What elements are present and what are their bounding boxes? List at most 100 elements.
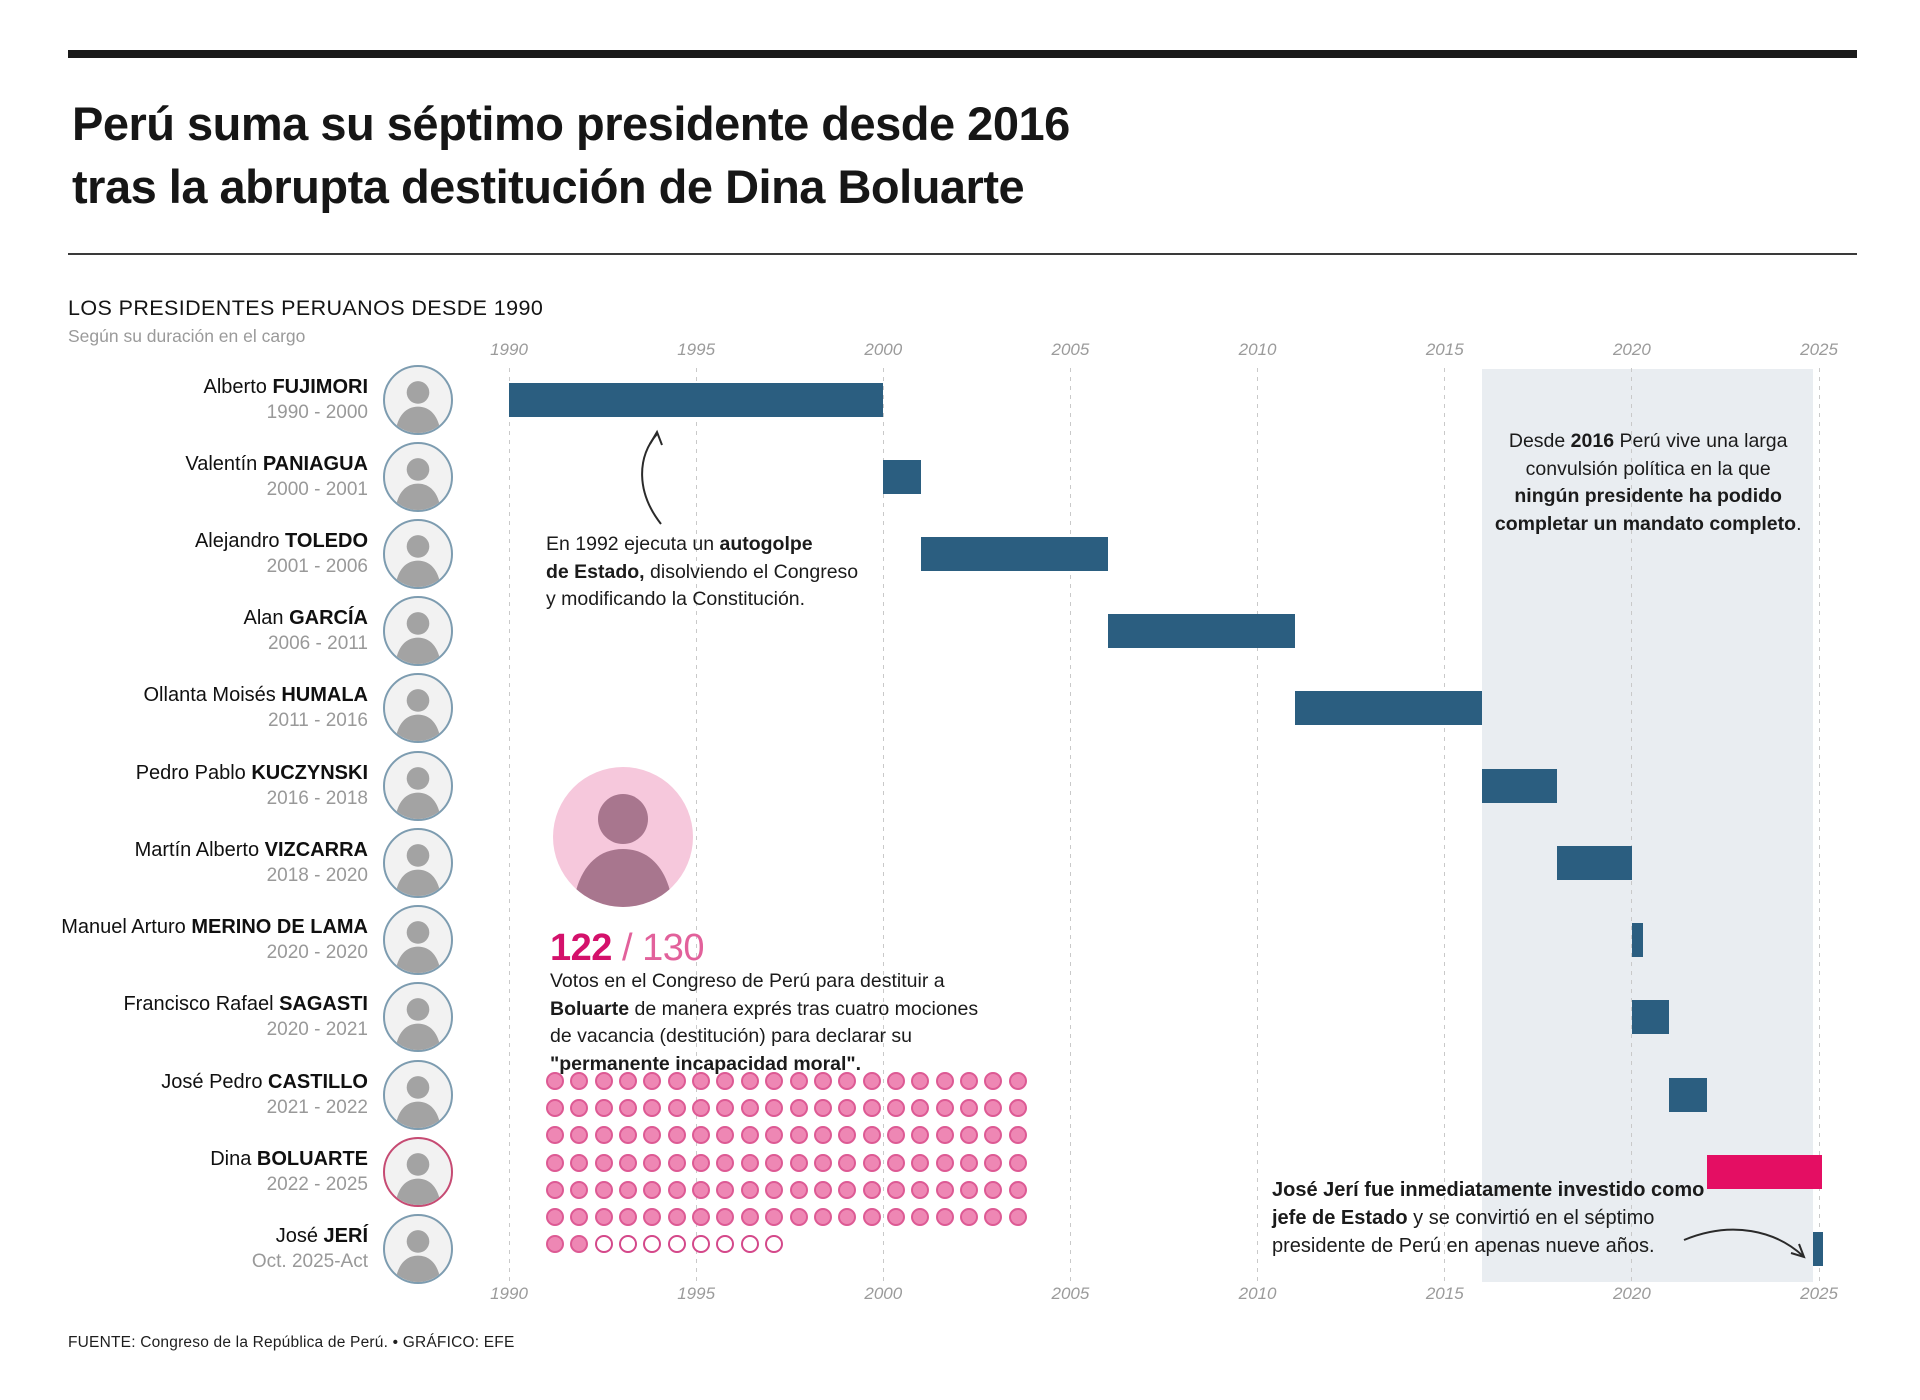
vote-dot-filled bbox=[911, 1126, 930, 1145]
vote-dot-filled bbox=[716, 1072, 735, 1090]
axis-label-top-2020: 2020 bbox=[1612, 340, 1651, 359]
note-1992-autogolpe: En 1992 ejecuta un autogolpe de Estado, d… bbox=[546, 533, 859, 610]
avatar-merino-de-lama bbox=[383, 905, 453, 976]
vote-dot-filled bbox=[667, 1099, 686, 1118]
vote-dot-filled bbox=[1008, 1072, 1027, 1090]
vote-dot-filled bbox=[838, 1126, 857, 1145]
vote-dot-filled bbox=[959, 1153, 978, 1172]
vote-dot-empty bbox=[740, 1235, 759, 1254]
vote-dot-filled bbox=[789, 1180, 808, 1199]
vote-dot-filled bbox=[886, 1099, 905, 1118]
vote-dot-filled bbox=[643, 1153, 662, 1172]
axis-label-bottom-2020: 2020 bbox=[1612, 1284, 1651, 1303]
vote-dot-filled bbox=[838, 1208, 857, 1226]
vote-dot-filled bbox=[935, 1126, 954, 1145]
vote-dot-empty bbox=[692, 1235, 711, 1254]
axis-label-top-2015: 2015 bbox=[1425, 340, 1464, 359]
vote-dot-filled bbox=[862, 1208, 881, 1226]
vote-dot-filled bbox=[765, 1126, 784, 1145]
president-name: Manuel Arturo MERINO DE LAMA bbox=[61, 916, 368, 939]
axis-label-top-2000: 2000 bbox=[864, 340, 903, 359]
term-bar-merino-de-lama bbox=[1631, 923, 1644, 958]
vote-dot-filled bbox=[886, 1126, 905, 1145]
vote-dot-filled bbox=[765, 1099, 784, 1118]
gridline-2010 bbox=[1257, 368, 1259, 1282]
axis-label-bottom-1995: 1995 bbox=[677, 1284, 716, 1303]
vote-dot-filled bbox=[667, 1208, 686, 1226]
president-name: Alberto FUJIMORI bbox=[203, 375, 369, 398]
vote-dot-filled bbox=[911, 1072, 930, 1090]
vote-dot-filled bbox=[716, 1099, 735, 1118]
vote-dot-filled bbox=[1008, 1180, 1027, 1199]
vote-dot-filled bbox=[570, 1180, 589, 1199]
vote-dot-filled bbox=[643, 1208, 662, 1226]
vote-dot-filled bbox=[911, 1208, 930, 1226]
title-separator bbox=[68, 253, 1857, 255]
axis-label-bottom-1990: 1990 bbox=[490, 1284, 528, 1303]
highlight-region-2016-2025 bbox=[1482, 369, 1814, 1282]
vote-dot-filled bbox=[838, 1180, 857, 1199]
vote-dot-filled bbox=[984, 1072, 1003, 1090]
vote-count-yes: 122 bbox=[550, 927, 612, 969]
president-name: José Pedro CASTILLO bbox=[161, 1070, 368, 1093]
source-credit: FUENTE: Congreso de la República de Perú… bbox=[68, 1334, 515, 1351]
vote-dot-filled bbox=[959, 1180, 978, 1199]
vote-dot-filled bbox=[959, 1126, 978, 1145]
vote-dot-filled bbox=[935, 1180, 954, 1199]
vote-dot-filled bbox=[570, 1208, 589, 1226]
vote-description-lines: Votos en el Congreso de Perú para destit… bbox=[550, 970, 979, 1075]
president-name: Dina BOLUARTE bbox=[210, 1147, 368, 1170]
president-name: Francisco Rafael SAGASTI bbox=[123, 993, 368, 1016]
president-term-dates: 2000 - 2001 bbox=[266, 478, 368, 500]
person-silhouette-icon bbox=[395, 766, 441, 819]
axis-label-bottom-2015: 2015 bbox=[1425, 1284, 1464, 1303]
vote-dot-filled bbox=[570, 1099, 589, 1118]
vote-dot-filled bbox=[692, 1153, 711, 1172]
vote-dot-filled bbox=[813, 1208, 832, 1226]
vote-dot-filled bbox=[862, 1153, 881, 1172]
term-bar-humala bbox=[1295, 691, 1483, 726]
note-2016-convulsion: Desde 2016 Perú vive una larga convulsión… bbox=[1494, 430, 1802, 535]
axis-label-bottom-2025: 2025 bbox=[1800, 1284, 1838, 1303]
term-bar-castillo bbox=[1669, 1077, 1707, 1112]
gridline-2025 bbox=[1818, 368, 1820, 1282]
vote-dot-filled bbox=[911, 1099, 930, 1118]
person-silhouette-icon bbox=[395, 844, 441, 896]
avatar-fujimori bbox=[383, 364, 453, 435]
president-term-dates: 2016 - 2018 bbox=[266, 787, 368, 809]
vote-dot-filled bbox=[619, 1126, 638, 1145]
vote-dot-filled bbox=[546, 1208, 564, 1226]
president-name: Alejandro TOLEDO bbox=[194, 529, 368, 552]
gridline-1990 bbox=[508, 368, 510, 1282]
axis-label-top-2010: 2010 bbox=[1238, 340, 1277, 359]
vote-dot-filled bbox=[740, 1126, 759, 1145]
vote-dot-filled bbox=[789, 1099, 808, 1118]
vote-dot-empty bbox=[643, 1235, 662, 1254]
president-row-label: Ollanta Moisés HUMALA 2011 - 2016 bbox=[0, 684, 369, 733]
vote-dot-filled bbox=[643, 1126, 662, 1145]
vote-dot-filled bbox=[911, 1153, 930, 1172]
term-bar-jerí bbox=[1813, 1232, 1823, 1267]
vote-dot-filled bbox=[692, 1072, 711, 1090]
president-row-label: Francisco Rafael SAGASTI 2020 - 2021 bbox=[0, 993, 368, 1042]
vote-dot-filled bbox=[862, 1099, 881, 1118]
vote-count-total: 130 bbox=[642, 927, 704, 969]
vote-dot-filled bbox=[619, 1208, 638, 1226]
axis-label-bottom-2000: 2000 bbox=[864, 1284, 903, 1303]
avatar-kuczynski bbox=[383, 750, 453, 821]
vote-dot-filled bbox=[862, 1180, 881, 1199]
vote-dot-filled bbox=[570, 1072, 589, 1090]
gridline-1995 bbox=[695, 368, 697, 1282]
vote-dot-filled bbox=[886, 1180, 905, 1199]
axis-label-top-1990: 1990 bbox=[490, 340, 528, 359]
person-silhouette-icon bbox=[395, 689, 441, 742]
vote-dot-filled bbox=[716, 1153, 735, 1172]
vote-dot-filled bbox=[594, 1208, 613, 1226]
person-silhouette-icon bbox=[395, 612, 441, 665]
vote-dot-filled bbox=[667, 1153, 686, 1172]
vote-count: 122 / 130 bbox=[550, 927, 704, 970]
term-bar-fujimori bbox=[509, 382, 884, 417]
vote-dot-filled bbox=[911, 1180, 930, 1199]
vote-dot-filled bbox=[959, 1208, 978, 1226]
